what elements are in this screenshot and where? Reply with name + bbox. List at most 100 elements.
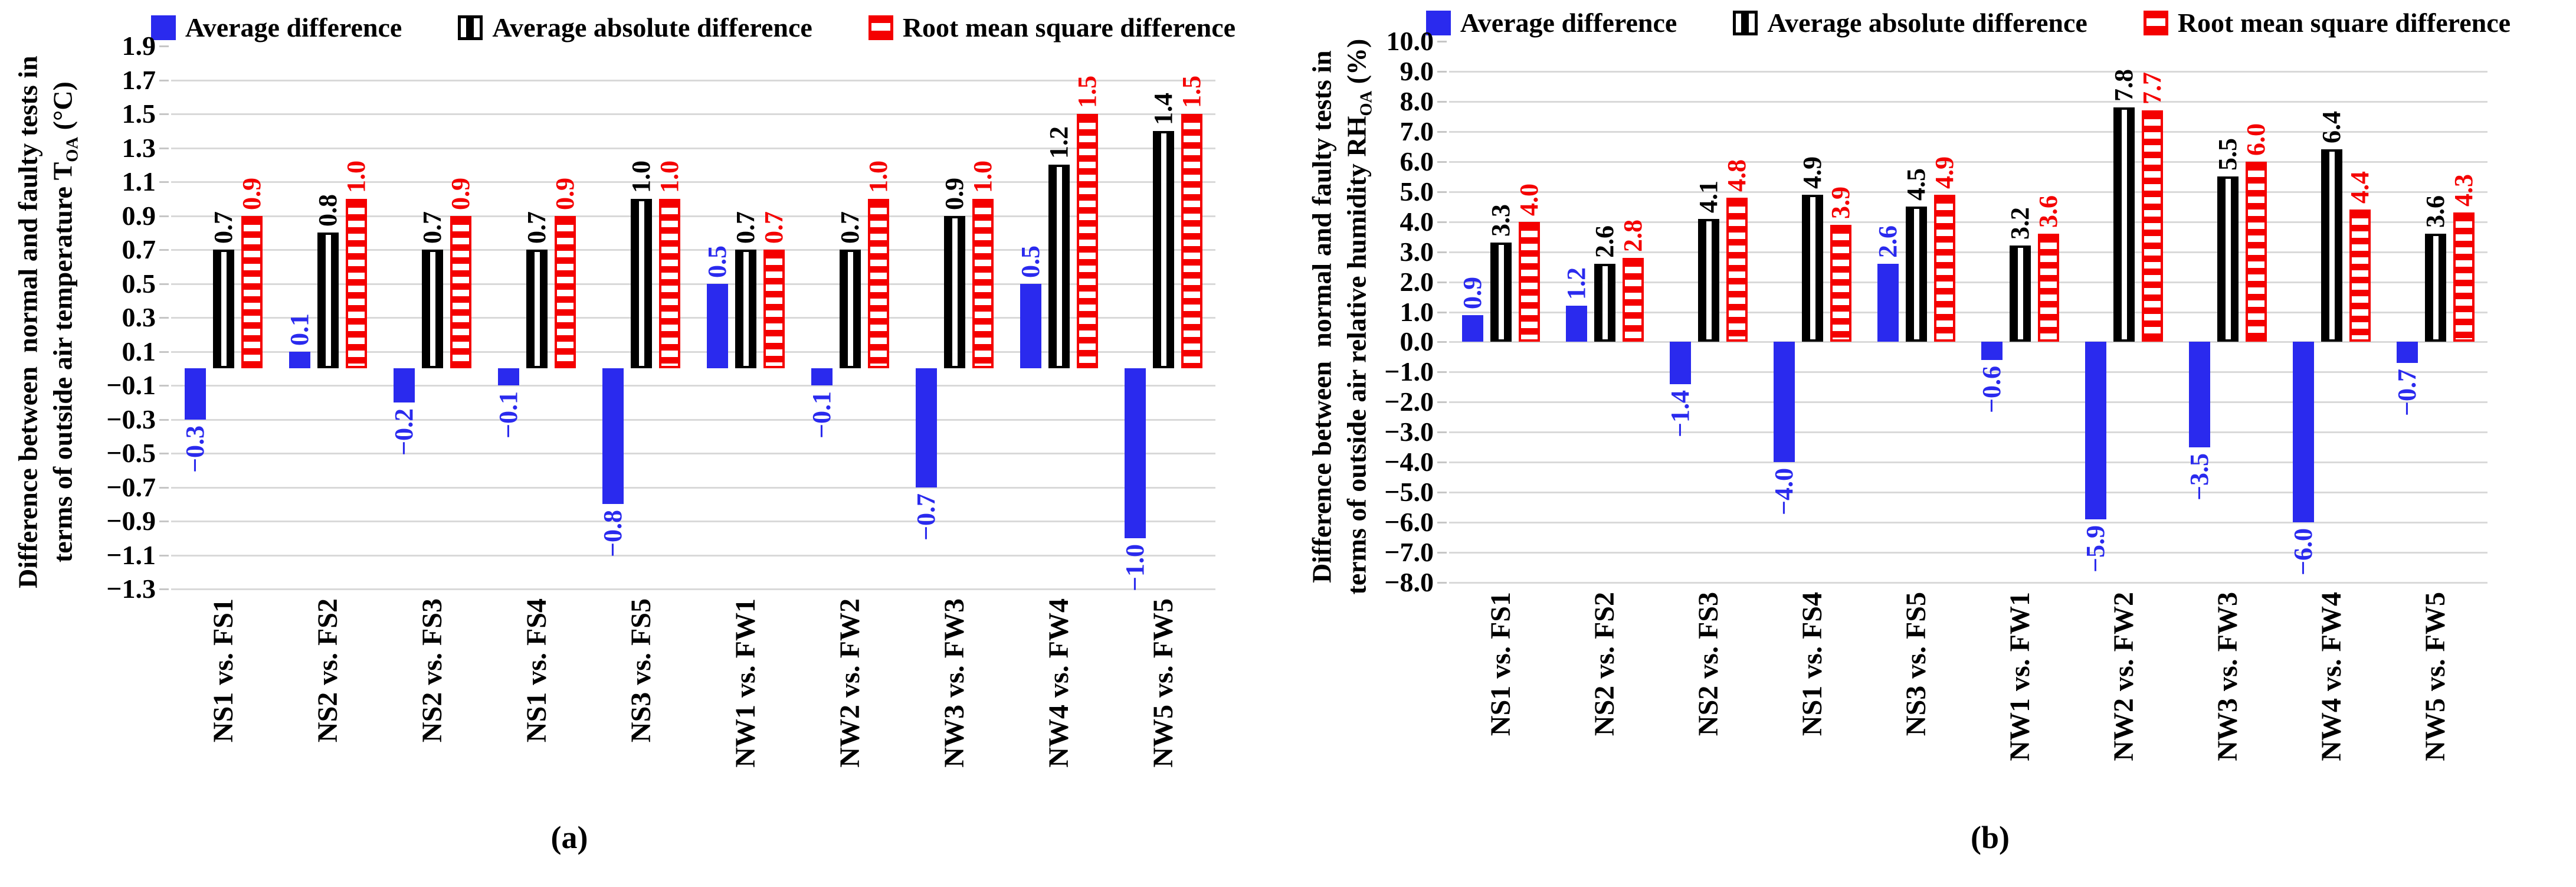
data-label: 2.6: [1590, 225, 1619, 258]
root-mean-square-difference-bar: [2453, 212, 2475, 342]
x-axis-category-label: NS2 vs. FS2: [1589, 592, 1620, 737]
gridline: [1449, 161, 2487, 163]
data-label: 1.4: [1148, 92, 1178, 125]
data-label: 6.4: [2317, 111, 2346, 144]
root-mean-square-difference-bar: [1181, 114, 1202, 369]
y-axis-tick-label: 1.7: [122, 64, 156, 95]
data-label: −3.5: [2185, 453, 2214, 500]
y-axis-tick-mark: [1437, 281, 1447, 283]
gridline: [1449, 492, 2487, 494]
x-axis-category-label: NS2 vs. FS3: [1693, 592, 1724, 737]
average-absolute-difference-bar: [2010, 246, 2031, 342]
y-axis-tick-label: 6.0: [1400, 146, 1434, 176]
average-difference-bar: [1124, 368, 1146, 538]
root-mean-square-difference-bar: [2038, 234, 2059, 342]
data-label: 0.9: [939, 177, 969, 210]
data-label: 0.9: [1458, 276, 1487, 309]
data-label: 0.1: [284, 313, 314, 346]
x-axis-category-label: NW2 vs. FW2: [2108, 592, 2139, 761]
y-axis-tick-label: 1.5: [122, 99, 156, 129]
y-axis-tick-label: 7.0: [1400, 116, 1434, 146]
y-axis-tick-mark: [1437, 401, 1447, 404]
average-absolute-difference-bar: [1594, 263, 1615, 342]
data-label: −5.9: [2081, 525, 2110, 573]
x-axis-category-label: NW5 vs. FW5: [1147, 598, 1179, 768]
y-axis-tick-label: −0.7: [106, 472, 156, 502]
data-label: 0.7: [208, 211, 238, 244]
data-label: 0.9: [237, 177, 266, 210]
gridline: [171, 418, 1215, 421]
data-label: 0.5: [1015, 245, 1045, 278]
y-axis-tick-mark: [159, 79, 169, 81]
y-axis-tick-mark: [1437, 582, 1447, 584]
y-axis-tick-mark: [1437, 100, 1447, 103]
legend: Average difference Average absolute diff…: [150, 12, 1235, 43]
x-axis-category-label: NW3 vs. FW3: [938, 598, 970, 768]
x-axis-category-label: NW5 vs. FW5: [2420, 592, 2451, 761]
data-label: 7.7: [2138, 72, 2167, 105]
gridline: [1449, 191, 2487, 193]
y-axis-tick-mark: [159, 385, 169, 387]
gridline: [1449, 431, 2487, 434]
x-axis-category-label: NW3 vs. FW3: [2212, 592, 2243, 761]
average-absolute-difference-swatch-icon: [458, 15, 483, 40]
y-axis-tick-mark: [159, 351, 169, 353]
average-absolute-difference-bar: [1152, 130, 1174, 369]
data-label: 7.8: [2109, 69, 2138, 102]
y-axis-tick-mark: [159, 45, 169, 47]
gridline: [171, 385, 1215, 387]
y-axis-tick-label: 1.9: [122, 31, 156, 61]
data-label: 0.7: [759, 211, 788, 244]
average-difference-bar: [1774, 342, 1795, 463]
data-label: 2.8: [1618, 219, 1647, 252]
average-difference-bar: [2189, 342, 2210, 447]
root-mean-square-difference-bar: [1519, 221, 1540, 342]
x-axis-category-label: NS2 vs. FS2: [312, 598, 343, 743]
gridline: [1449, 100, 2487, 103]
panel-b: Difference between normal and faulty tes…: [1288, 0, 2576, 887]
average-difference-bar: [1877, 263, 1899, 342]
data-label: 3.6: [2034, 195, 2063, 228]
data-label: −6.0: [2289, 528, 2318, 576]
y-axis-tick-mark: [159, 317, 169, 319]
y-axis-tick-mark: [1437, 41, 1447, 42]
plot-area-b: Average difference Average absolute diff…: [1425, 8, 2511, 584]
legend-item-average-absolute-difference: Average absolute difference: [458, 12, 812, 43]
gridline: [171, 249, 1215, 251]
y-axis-tick-label: −0.9: [106, 506, 156, 536]
root-mean-square-difference-bar: [1076, 114, 1098, 369]
y-axis-tick-label: 0.5: [122, 268, 156, 299]
y-axis-tick-mark: [159, 521, 169, 522]
gridline: [1449, 70, 2487, 73]
y-axis-tick-mark: [159, 418, 169, 421]
gridline: [171, 283, 1215, 285]
data-label: −4.0: [1769, 468, 1798, 516]
data-label: 3.9: [1826, 186, 1855, 219]
gridline: [1449, 311, 2487, 313]
data-label: 1.2: [1562, 267, 1591, 300]
legend: Average difference Average absolute diff…: [1425, 7, 2511, 38]
average-difference-bar: [1670, 342, 1691, 384]
gridline: [1449, 552, 2487, 554]
root-mean-square-difference-bar: [867, 198, 889, 369]
data-label: −0.3: [180, 425, 209, 473]
root-mean-square-difference-bar: [2246, 161, 2267, 342]
average-difference-bar: [2293, 342, 2314, 523]
y-axis-tick-label: 3.0: [1400, 236, 1434, 267]
gridline: [171, 215, 1215, 217]
average-absolute-difference-bar: [735, 250, 756, 369]
y-axis-tick-mark: [159, 181, 169, 183]
plot-area-a: Average difference Average absolute diff…: [150, 12, 1235, 591]
average-absolute-difference-bar: [421, 250, 443, 369]
gridline: [1449, 371, 2487, 374]
average-difference-bar: [1981, 342, 2003, 360]
data-label: 4.5: [1902, 168, 1931, 201]
panel-caption-a: (a): [550, 820, 588, 855]
y-axis-tick-label: 2.0: [1400, 266, 1434, 297]
average-absolute-difference-bar: [526, 250, 548, 369]
data-label: 0.7: [835, 211, 864, 244]
data-label: −0.2: [389, 408, 418, 456]
data-label: 1.5: [1176, 76, 1206, 108]
y-axis-tick-mark: [1437, 371, 1447, 374]
data-label: 0.8: [313, 194, 342, 227]
